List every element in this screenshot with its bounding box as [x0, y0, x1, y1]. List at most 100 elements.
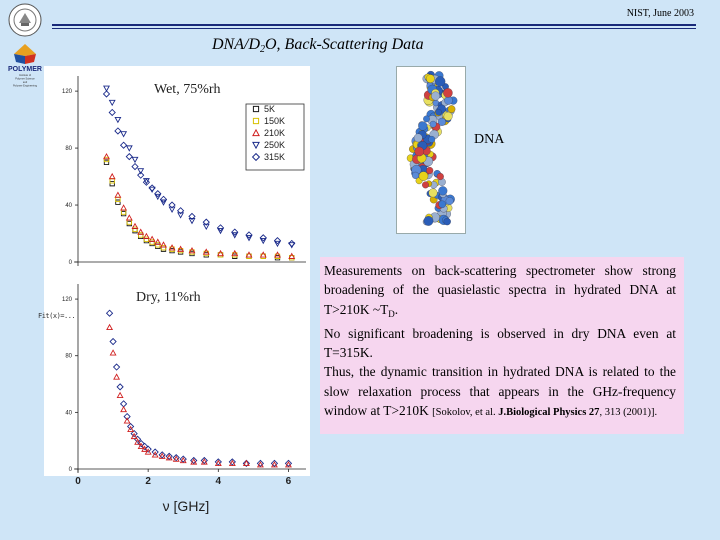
- panel-0-series-4-point-12: [176, 207, 185, 215]
- panel-0-series-2-point-13: [188, 246, 196, 254]
- polymer-logo-line-1: Institute of: [19, 73, 31, 77]
- dna-atom: [447, 105, 456, 113]
- panel-0-series-2-point-5: [131, 222, 139, 230]
- panel-1-series-1-point-10: [141, 445, 149, 452]
- panel-1-series-1-point-12: [151, 451, 159, 458]
- panel-0-series-3-point-13: [188, 218, 196, 225]
- panel-1-series-1-point-4: [120, 405, 128, 413]
- legend-marker-0: [252, 105, 260, 113]
- panel-1-series-1-point-19: [214, 459, 222, 466]
- dna-atom: [443, 111, 453, 121]
- polymer-logo-line-3: and: [23, 80, 28, 84]
- legend-label-4: 315K: [264, 152, 285, 162]
- dna-atom: [436, 172, 444, 181]
- panel-1-series-1-point-7: [130, 432, 138, 440]
- dna-atom: [438, 200, 446, 209]
- panel-1-series-1-point-13: [158, 452, 166, 459]
- dna-atom: [445, 197, 454, 205]
- legend-marker-1: [252, 117, 260, 125]
- panel-0-series-4-point-0: [102, 90, 111, 98]
- panel-0-series-4-point-3: [119, 141, 128, 149]
- header-rule: [52, 24, 696, 26]
- legend-marker-4: [251, 152, 261, 162]
- panel-0-series-4-point-20: [288, 239, 296, 248]
- panel-0-series-3-point-4: [125, 145, 133, 152]
- dna-atom: [428, 188, 438, 198]
- panel-0-series-4-point-11: [168, 201, 176, 209]
- panel-1-series-0-point-18: [200, 456, 208, 465]
- panel-0-series-3-point-11: [168, 206, 176, 213]
- panel-0-series-3-point-10: [160, 199, 167, 206]
- panel-1-series-0-point-5: [123, 412, 131, 421]
- paragraph-2: No significant broadening is observed in…: [324, 325, 676, 361]
- polymer-logo-line-4: Polymer Engineering: [13, 84, 38, 88]
- panel-0-series-2-point-20: [288, 252, 296, 259]
- dna-atom: [411, 171, 420, 179]
- panel-1-series-1-point-0: [106, 323, 114, 331]
- panel-1-series-0-point-16: [179, 455, 187, 463]
- panel-1-series-1-point-18: [200, 458, 208, 465]
- panel-1-series-0-point-14: [165, 452, 173, 460]
- dna-atom: [423, 115, 430, 123]
- panel-0-series-4-point-17: [245, 231, 253, 239]
- panel-1-series-1-point-21: [242, 459, 250, 466]
- panel-1-series-0-point-19: [214, 458, 222, 466]
- panel-0-series-4-point-2: [114, 127, 122, 135]
- panel-0-series-3-point-6: [137, 168, 145, 175]
- polymer-logo-label: POLYMER: [8, 66, 42, 73]
- panel-0-series-2-point-9: [154, 238, 162, 245]
- panel-0-series-2-point-17: [245, 251, 253, 258]
- panel-1-series-1-point-22: [256, 461, 264, 468]
- panel-0-series-3-point-3: [120, 131, 128, 138]
- dna-atom: [444, 96, 453, 105]
- dna-atom: [435, 108, 442, 116]
- panel-0-series-3-point-15: [217, 228, 224, 235]
- panel-1-series-1-point-20: [228, 459, 236, 466]
- panel-0-series-2-point-7: [142, 232, 150, 240]
- panel-1-series-1-point-1: [109, 349, 117, 356]
- panel-0-ytick-label-0: 0: [69, 260, 73, 266]
- panel-1-series-1-point-9: [137, 442, 145, 449]
- panel-0-series-2-point-8: [148, 235, 156, 242]
- panel-1-ytick-label-3: 120: [62, 297, 73, 303]
- panel-1-series-1-point-15: [172, 455, 180, 462]
- panel-0-series-2-point-19: [274, 251, 281, 258]
- panel-0-series-3-point-16: [231, 232, 239, 239]
- paragraph-3: Thus, the dynamic transition in hydrated…: [324, 364, 676, 419]
- panel-0-ytick-label-3: 120: [62, 89, 73, 95]
- panel-0-series-1-point-6: [138, 232, 144, 238]
- panel-0-series-4-point-5: [131, 162, 139, 171]
- explanation-text-box: Measurements on back-scattering spectrom…: [320, 257, 684, 434]
- title-subscript: 2: [260, 44, 265, 55]
- panel-0-series-4-point-15: [216, 224, 225, 232]
- dna-atom: [418, 121, 428, 131]
- dna-atom: [429, 120, 437, 128]
- panel-1-series-0-point-21: [242, 459, 251, 467]
- panel-0-series-4-point-19: [273, 237, 282, 245]
- panel-0-title: Wet, 75%rh: [154, 82, 221, 97]
- panel-0-series-1-point-7: [143, 236, 150, 242]
- panel-1-series-0-point-10: [141, 442, 149, 450]
- panel-1-series-1-point-6: [127, 425, 135, 433]
- paragraph-1: Measurements on back-scattering spectrom…: [324, 263, 676, 319]
- legend-marker-2: [252, 128, 260, 137]
- panel-0-series-1-point-0: [103, 156, 110, 163]
- panel-0-series-0-point-1: [109, 181, 115, 187]
- panel-0-series-3-point-14: [202, 223, 210, 231]
- panel-1-series-1-point-8: [134, 438, 142, 445]
- panel-1-series-1-point-2: [113, 373, 121, 380]
- panel-1-ytick-label-2: 80: [65, 354, 72, 360]
- title-prefix: DNA/D: [212, 36, 260, 53]
- panel-1-series-0-point-11: [144, 445, 152, 453]
- dna-atom: [443, 88, 453, 98]
- panel-0-series-3-point-2: [114, 116, 122, 124]
- panel-1-series-0-point-7: [130, 429, 138, 438]
- legend-marker-3: [252, 141, 260, 150]
- panel-1-series-1-point-11: [144, 448, 152, 455]
- panel-0-series-1-point-9: [155, 242, 161, 248]
- panel-1-xtick-label-2: 4: [216, 476, 222, 487]
- title-suffix: O, Back-Scattering Data: [265, 36, 424, 53]
- panel-0-series-2-point-2: [114, 191, 122, 198]
- dna-label: DNA: [474, 132, 505, 147]
